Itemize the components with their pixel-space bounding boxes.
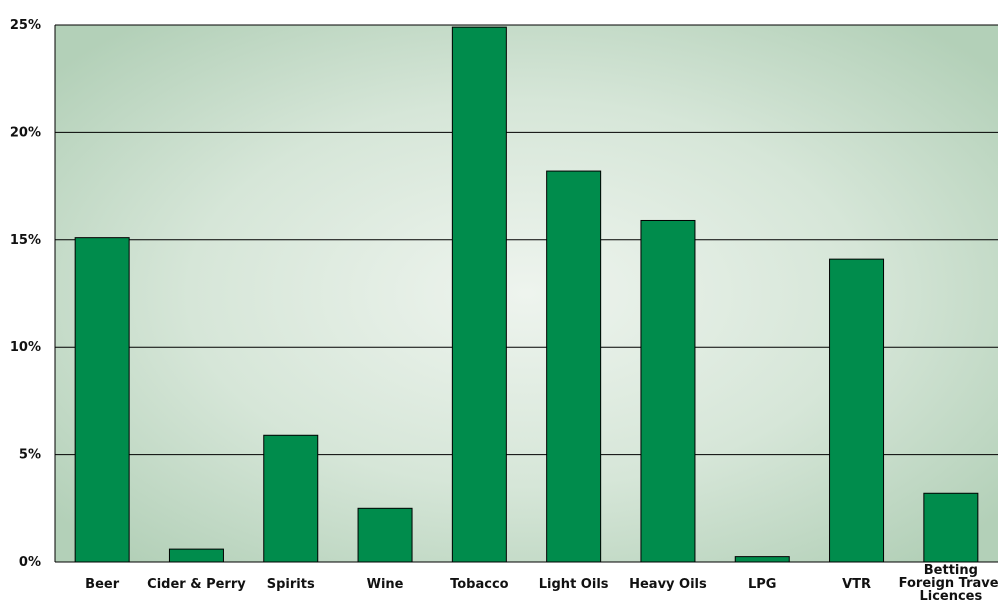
bar: [263, 434, 319, 563]
x-tick-label: Licences: [919, 589, 982, 604]
bar: [451, 26, 507, 563]
x-axis-labels: Beer Cider & Perry Spirits Wine Tobacco Light…: [85, 563, 998, 604]
y-tick-label: 20%: [10, 125, 41, 140]
y-axis-ticks: 0% 5% 10% 15% 20% 25%: [10, 18, 41, 570]
x-tick-label: Wine: [367, 577, 404, 592]
bar: [357, 507, 413, 563]
bar: [829, 258, 885, 563]
y-tick-label: 15%: [10, 233, 41, 248]
bars: [74, 26, 979, 563]
x-tick-label: Betting: [924, 563, 978, 578]
bar: [546, 170, 602, 563]
x-tick-label: Beer: [85, 577, 120, 592]
x-tick-label: LPG: [748, 577, 776, 592]
bar: [168, 548, 224, 563]
y-tick-label: 25%: [10, 18, 41, 33]
y-tick-label: 5%: [19, 448, 41, 463]
x-tick-label: Tobacco: [450, 577, 509, 592]
bar: [640, 219, 696, 563]
x-tick-label: Heavy Oils: [629, 577, 707, 592]
x-tick-label: Light Oils: [539, 577, 609, 592]
x-tick-label: VTR: [842, 577, 871, 592]
x-tick-label: Cider & Perry: [147, 577, 246, 592]
x-tick-label: Foreign Travel: [899, 576, 998, 591]
bar: [923, 492, 979, 563]
bar: [74, 237, 130, 563]
x-tick-label: Spirits: [267, 577, 315, 592]
y-tick-label: 0%: [19, 555, 41, 570]
y-tick-label: 10%: [10, 340, 41, 355]
bar: [734, 556, 790, 563]
